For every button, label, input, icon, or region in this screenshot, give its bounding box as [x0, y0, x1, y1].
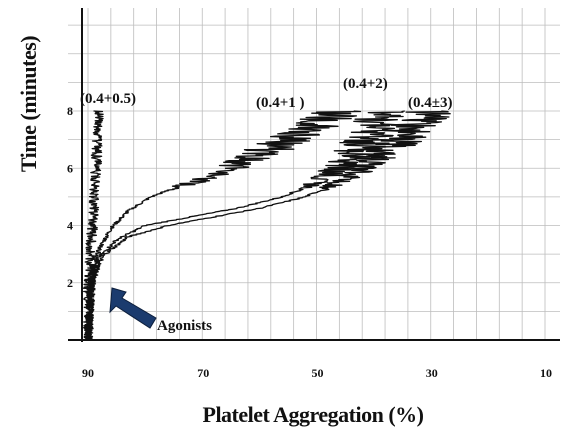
y-tick-label: 8 [67, 104, 73, 118]
x-tick-label: 50 [312, 366, 324, 380]
curve-labels: (0.4+0.5) (0.4+1 ) (0.4+2) (0.4±3) [80, 76, 452, 111]
agonists-label: Agonists [157, 318, 212, 334]
y-tick-label: 2 [67, 276, 73, 290]
series-line [83, 110, 451, 341]
x-tick-label: 10 [540, 366, 552, 380]
x-tick-label: 30 [426, 366, 438, 380]
x-axis-title: Platelet Aggregation (%) [203, 402, 424, 427]
series-label: (0.4±3) [408, 95, 452, 111]
series-layer [82, 110, 451, 341]
x-tick-label: 70 [197, 366, 209, 380]
axes [68, 8, 560, 342]
ticks: 90 70 50 30 10 2 4 6 8 [67, 104, 552, 380]
agonists-arrow [109, 287, 157, 329]
series-label: (0.4+1 ) [256, 95, 305, 111]
series-label: (0.4+0.5) [80, 91, 136, 107]
y-tick-label: 4 [67, 219, 73, 233]
series-label: (0.4+2) [343, 76, 388, 92]
y-axis-title: Time (minutes) [16, 36, 41, 172]
series-line [83, 110, 362, 341]
y-tick-label: 6 [67, 161, 73, 175]
x-tick-label: 90 [82, 366, 94, 380]
